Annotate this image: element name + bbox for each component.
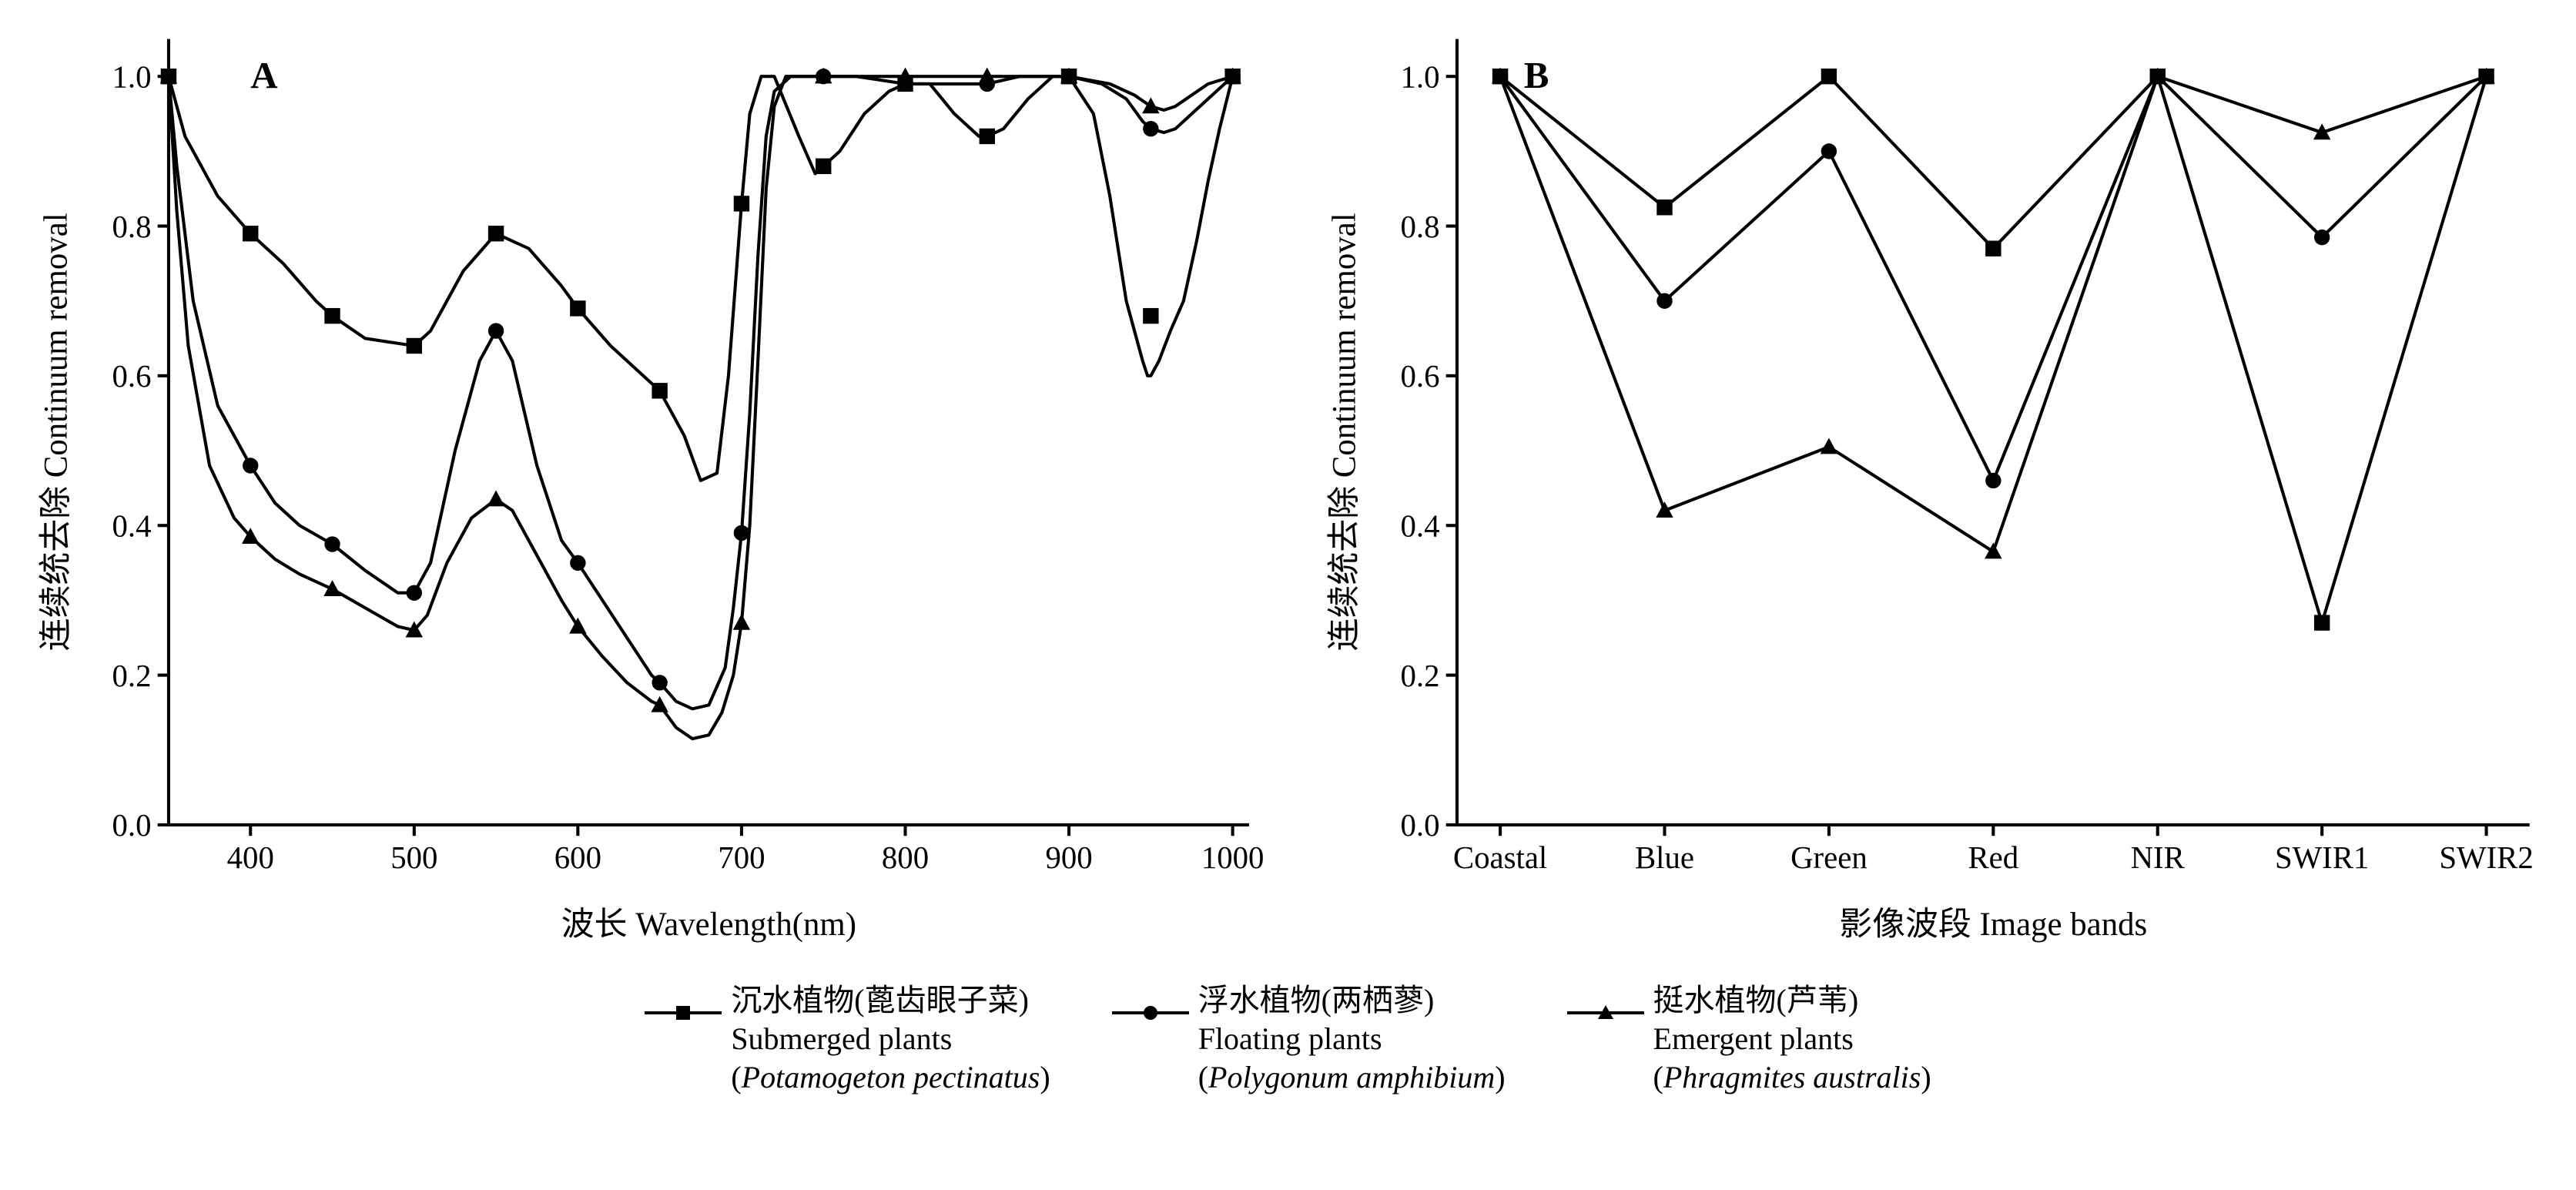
svg-text:0.6: 0.6 [1400, 359, 1439, 394]
svg-text:B: B [1523, 54, 1549, 96]
legend-en1: Emergent plants [1653, 1020, 1931, 1058]
svg-text:800: 800 [882, 840, 929, 875]
svg-text:Blue: Blue [1634, 840, 1693, 875]
legend-item-1: 浮水植物(两栖蓼)Floating plants(Polygonum amphi… [1112, 981, 1506, 1097]
svg-text:Green: Green [1790, 840, 1868, 875]
legend-item-0: 沉水植物(蓖齿眼子菜)Submerged plants(Potamogeton … [645, 981, 1050, 1097]
legend-en1: Submerged plants [731, 1020, 1050, 1058]
svg-text:Red: Red [1968, 840, 2018, 875]
svg-text:0.4: 0.4 [112, 509, 152, 544]
svg-text:400: 400 [227, 840, 274, 875]
svg-text:Coastal: Coastal [1452, 840, 1546, 875]
legend-text: 挺水植物(芦苇)Emergent plants(Phragmites austr… [1653, 981, 1931, 1097]
chart-a-wrap: 0.0 0.2 0.4 0.6 0.8 1.0 400 500 600 700 800 900 1000… [15, 15, 1273, 962]
legend-en1: Floating plants [1198, 1020, 1506, 1058]
charts-row: 0.0 0.2 0.4 0.6 0.8 1.0 400 500 600 700 800 900 1000… [15, 15, 2561, 962]
svg-text:连续统去除 Continuum removal: 连续统去除 Continuum removal [37, 213, 74, 651]
svg-text:900: 900 [1045, 840, 1092, 875]
svg-text:连续统去除 Continuum removal: 连续统去除 Continuum removal [1325, 213, 1362, 651]
svg-text:0.0: 0.0 [1400, 808, 1439, 843]
legend-cn: 挺水植物(芦苇) [1653, 981, 1931, 1020]
legend-cn: 沉水植物(蓖齿眼子菜) [731, 981, 1050, 1020]
svg-text:1.0: 1.0 [112, 59, 152, 94]
svg-text:A: A [250, 54, 277, 96]
legend-row: 沉水植物(蓖齿眼子菜)Submerged plants(Potamogeton … [15, 981, 2561, 1097]
svg-text:600: 600 [554, 840, 601, 875]
svg-text:0.2: 0.2 [1400, 659, 1439, 693]
legend-item-2: 挺水植物(芦苇)Emergent plants(Phragmites austr… [1567, 981, 1931, 1097]
svg-text:0.8: 0.8 [112, 210, 152, 244]
svg-text:1.0: 1.0 [1400, 59, 1439, 94]
svg-text:影像波段 Image bands: 影像波段 Image bands [1839, 907, 2147, 943]
chart-a: 0.0 0.2 0.4 0.6 0.8 1.0 400 500 600 700 800 900 1000… [15, 15, 1273, 958]
legend-text: 沉水植物(蓖齿眼子菜)Submerged plants(Potamogeton … [731, 981, 1050, 1097]
legend-en2: (Polygonum amphibium) [1198, 1058, 1506, 1097]
svg-text:NIR: NIR [2130, 840, 2185, 875]
svg-text:0.4: 0.4 [1400, 509, 1439, 544]
svg-text:0.2: 0.2 [112, 659, 152, 693]
chart-b-wrap: 0.0 0.2 0.4 0.6 0.8 1.0 Coastal Blue Green Red NIR… [1304, 15, 2561, 962]
svg-text:700: 700 [718, 840, 765, 875]
square-marker-icon [645, 995, 722, 1031]
svg-text:0.0: 0.0 [112, 808, 152, 843]
svg-text:SWIR1: SWIR1 [2274, 840, 2368, 875]
legend-en2: (Phragmites australis) [1653, 1058, 1931, 1097]
chart-b: 0.0 0.2 0.4 0.6 0.8 1.0 Coastal Blue Green Red NIR… [1304, 15, 2561, 958]
legend-cn: 浮水植物(两栖蓼) [1198, 981, 1506, 1020]
legend-text: 浮水植物(两栖蓼)Floating plants(Polygonum amphi… [1198, 981, 1506, 1097]
svg-text:500: 500 [390, 840, 437, 875]
svg-text:1000: 1000 [1201, 840, 1265, 875]
legend-en2: (Potamogeton pectinatus) [731, 1058, 1050, 1097]
circle-marker-icon [1112, 995, 1189, 1031]
svg-text:0.6: 0.6 [112, 359, 152, 394]
svg-text:SWIR2: SWIR2 [2439, 840, 2533, 875]
svg-text:波长 Wavelength(nm): 波长 Wavelength(nm) [561, 907, 856, 943]
triangle-marker-icon [1567, 995, 1644, 1031]
svg-text:0.8: 0.8 [1400, 210, 1439, 244]
